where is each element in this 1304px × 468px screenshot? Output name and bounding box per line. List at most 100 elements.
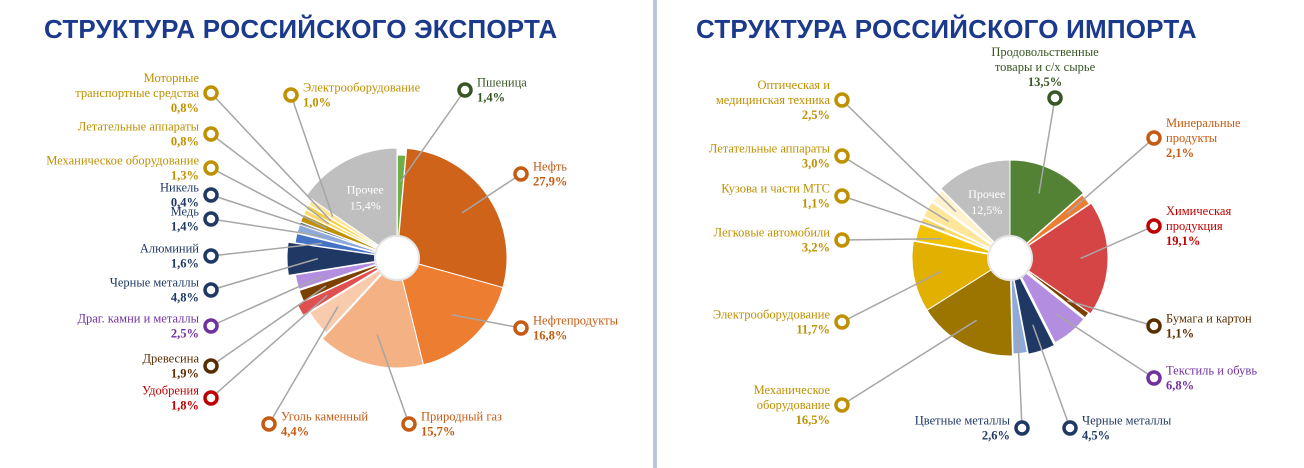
- export-slice-3: [321, 256, 424, 369]
- import-slice-7: [926, 257, 1013, 357]
- export-slice-8: [286, 241, 398, 276]
- export-label-name-13: Летательные аппараты: [78, 120, 200, 134]
- import-slice-3: [1016, 262, 1090, 319]
- import-label-value-5: 4,5%: [1082, 429, 1110, 443]
- import-label-name-5: Черные металлы: [1082, 414, 1172, 428]
- export-marker-12: [203, 160, 219, 176]
- export-marker-8: [203, 282, 219, 298]
- import-label-name-12: Оптическая и медицинская техника: [716, 78, 831, 107]
- export-label-value-1: 27,9%: [533, 175, 567, 189]
- import-marker-4: [1146, 370, 1162, 386]
- import-label-name-10: Кузова и части МТС: [721, 182, 830, 196]
- import-label-name-3: Бумага и картон: [1166, 312, 1252, 326]
- import-slice-6: [1010, 265, 1028, 355]
- export-leader-5: [210, 294, 328, 399]
- import-label-name-0: Продовольственные товары и с/х сырье: [991, 45, 1099, 74]
- export-label-name-2: Нефтепродукты: [533, 314, 619, 328]
- import-label-value-7: 16,5%: [796, 413, 830, 427]
- export-leader-lines: [210, 89, 522, 425]
- import-marker-9: [834, 232, 850, 248]
- import-leader-12: [841, 99, 957, 213]
- import-leader-5: [1032, 324, 1071, 429]
- export-label-value-7: 2,5%: [171, 327, 199, 341]
- import-label-name-8: Электрооборудование: [713, 308, 831, 322]
- export-leader-14: [210, 92, 332, 221]
- export-labels: Пшеница1,4%Нефть27,9%Нефтепродукты16,8%П…: [46, 71, 618, 439]
- import-label-value-11: 3,0%: [802, 157, 830, 171]
- export-label-value-12: 1,3%: [171, 169, 199, 183]
- export-pie-hole: [374, 235, 420, 281]
- import-leader-4: [1054, 312, 1155, 379]
- export-marker-6: [203, 358, 219, 374]
- import-label-name-11: Летательные аппараты: [709, 142, 831, 156]
- export-label-name-9: Алюминий: [140, 242, 199, 256]
- import-leader-2: [1080, 225, 1155, 260]
- export-slice-12: [299, 213, 390, 256]
- export-leader-0: [399, 89, 466, 183]
- import-label-value-9: 3,2%: [802, 241, 830, 255]
- import-label-name-1: Минеральные продукты: [1166, 116, 1241, 145]
- import-leader-6: [1016, 328, 1023, 429]
- export-slice-2: [396, 257, 504, 366]
- export-label-value-5: 1,8%: [171, 399, 199, 413]
- export-leader-6: [210, 285, 327, 367]
- import-slices: [911, 159, 1109, 357]
- import-marker-1: [1146, 130, 1162, 146]
- export-label-value-11: 0,4%: [171, 196, 199, 210]
- export-label-name-6: Древесина: [143, 352, 200, 366]
- import-title: СТРУКТУРА РОССИЙСКОГО ИМПОРТА: [696, 14, 1197, 44]
- export-label-value-6: 1,9%: [171, 367, 199, 381]
- export-marker-14: [203, 85, 219, 101]
- export-marker-1: [513, 166, 529, 182]
- export-label-value-3: 15,7%: [421, 425, 455, 439]
- import-slice-8: [911, 240, 1012, 311]
- export-label-value-9: 1,6%: [171, 257, 199, 271]
- import-marker-6: [1014, 420, 1030, 436]
- export-label-name-0: Пшеница: [477, 76, 527, 90]
- export-marker-15: [283, 87, 299, 103]
- export-label-name-8: Черные металлы: [110, 276, 200, 290]
- export-leader-8: [210, 257, 319, 291]
- export-label-value-4: 4,4%: [281, 425, 309, 439]
- import-label-name-2: Химическая продукция: [1166, 204, 1231, 233]
- export-label-name-5: Удобрения: [142, 384, 199, 398]
- export-marker-4: [261, 416, 277, 432]
- panel-divider: [653, 0, 657, 468]
- import-label-value-12: 2,5%: [802, 108, 830, 122]
- import-marker-8: [834, 314, 850, 330]
- export-pie-chart: Пшеница1,4%Нефть27,9%Нефтепродукты16,8%П…: [46, 71, 618, 439]
- import-marker-7: [834, 397, 850, 413]
- import-marker-5: [1062, 420, 1078, 436]
- import-panel: СТРУКТУРА РОССИЙСКОГО ИМПОРТА Продовольс…: [660, 0, 1304, 468]
- import-label-value-6: 2,6%: [982, 429, 1010, 443]
- export-label-name-4: Уголь каменный: [281, 410, 368, 424]
- export-panel: СТРУКТУРА РОССИЙСКОГО ЭКСПОРТА Пшеница 1,…: [44, 14, 619, 439]
- import-marker-12: [834, 92, 850, 108]
- export-slice-7: [294, 259, 390, 291]
- import-leader-11: [841, 155, 950, 223]
- import-slice-4: [1014, 263, 1085, 344]
- export-leader-13: [210, 133, 330, 225]
- import-label-name-4: Текстиль и обувь: [1166, 364, 1257, 378]
- export-leader-2: [452, 314, 522, 329]
- export-slice-5: [296, 257, 398, 317]
- import-marker-10: [834, 188, 850, 204]
- import-label-name-7: Механическое оборудование: [754, 383, 831, 412]
- import-label-value-1: 2,1%: [1166, 146, 1194, 160]
- export-slice-16: [305, 147, 398, 259]
- export-label-name-10: Медь: [171, 205, 200, 219]
- export-slice-4: [309, 262, 392, 334]
- import-slice-0: [1009, 159, 1085, 260]
- export-label-value-10: 1,4%: [171, 220, 199, 234]
- export-marker-9: [203, 248, 219, 264]
- import-label-value-4: 6,8%: [1166, 379, 1194, 393]
- import-leader-8: [841, 270, 942, 323]
- export-leader-12: [210, 167, 327, 230]
- import-leader-1: [1065, 137, 1155, 215]
- import-leader-9: [841, 238, 942, 241]
- export-marker-0: [457, 82, 473, 98]
- import-label-value-10: 1,1%: [802, 197, 830, 211]
- export-label-value-16: 15,4%: [350, 199, 381, 213]
- export-slices: [286, 147, 508, 369]
- export-label-name-15: Электрооборудование: [303, 81, 421, 95]
